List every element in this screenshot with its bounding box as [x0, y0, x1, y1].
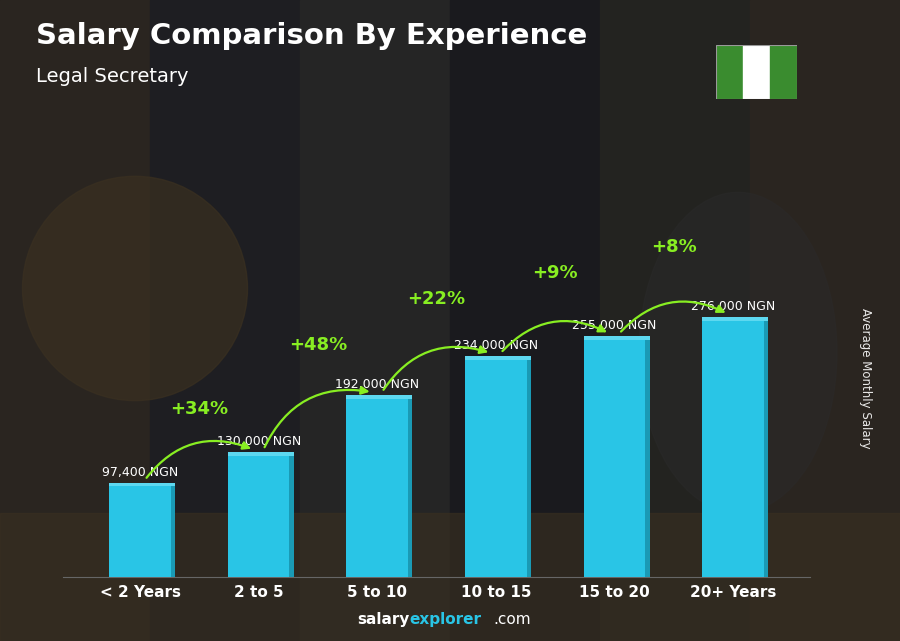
Bar: [583, 340, 645, 577]
Bar: [742, 45, 770, 99]
Text: Average Monthly Salary: Average Monthly Salary: [860, 308, 872, 449]
Bar: [0, 513, 900, 641]
Text: 97,400 NGN: 97,400 NGN: [102, 466, 178, 479]
Bar: [770, 45, 796, 99]
Bar: [150, 0, 300, 641]
Text: salary: salary: [357, 612, 410, 627]
Bar: [702, 317, 768, 320]
Bar: [465, 360, 526, 577]
Bar: [408, 399, 412, 577]
Bar: [583, 336, 650, 340]
Bar: [702, 320, 764, 577]
Ellipse shape: [639, 192, 837, 513]
Bar: [764, 320, 768, 577]
Bar: [645, 340, 650, 577]
Bar: [228, 456, 290, 577]
Text: +22%: +22%: [408, 290, 465, 308]
Bar: [750, 0, 900, 641]
Text: 255,000 NGN: 255,000 NGN: [572, 319, 656, 332]
Bar: [450, 0, 600, 641]
Text: explorer: explorer: [410, 612, 482, 627]
Bar: [526, 360, 531, 577]
Text: Legal Secretary: Legal Secretary: [36, 67, 188, 87]
Bar: [465, 356, 531, 360]
Text: .com: .com: [493, 612, 531, 627]
Bar: [290, 456, 293, 577]
Bar: [346, 395, 412, 399]
Ellipse shape: [22, 176, 248, 401]
Bar: [600, 0, 750, 641]
Text: 130,000 NGN: 130,000 NGN: [217, 435, 301, 449]
Bar: [716, 45, 742, 99]
Bar: [228, 453, 293, 456]
Bar: [171, 487, 176, 577]
Text: +48%: +48%: [289, 336, 347, 354]
Bar: [0, 0, 150, 641]
Text: 276,000 NGN: 276,000 NGN: [691, 300, 775, 313]
Text: Salary Comparison By Experience: Salary Comparison By Experience: [36, 22, 587, 51]
Bar: [346, 399, 408, 577]
Text: 234,000 NGN: 234,000 NGN: [454, 339, 538, 352]
Bar: [109, 487, 171, 577]
Text: 192,000 NGN: 192,000 NGN: [335, 378, 419, 391]
Bar: [300, 0, 450, 641]
Text: +34%: +34%: [170, 400, 229, 418]
Bar: [109, 483, 176, 487]
Text: +9%: +9%: [532, 264, 578, 282]
Text: +8%: +8%: [651, 238, 697, 256]
